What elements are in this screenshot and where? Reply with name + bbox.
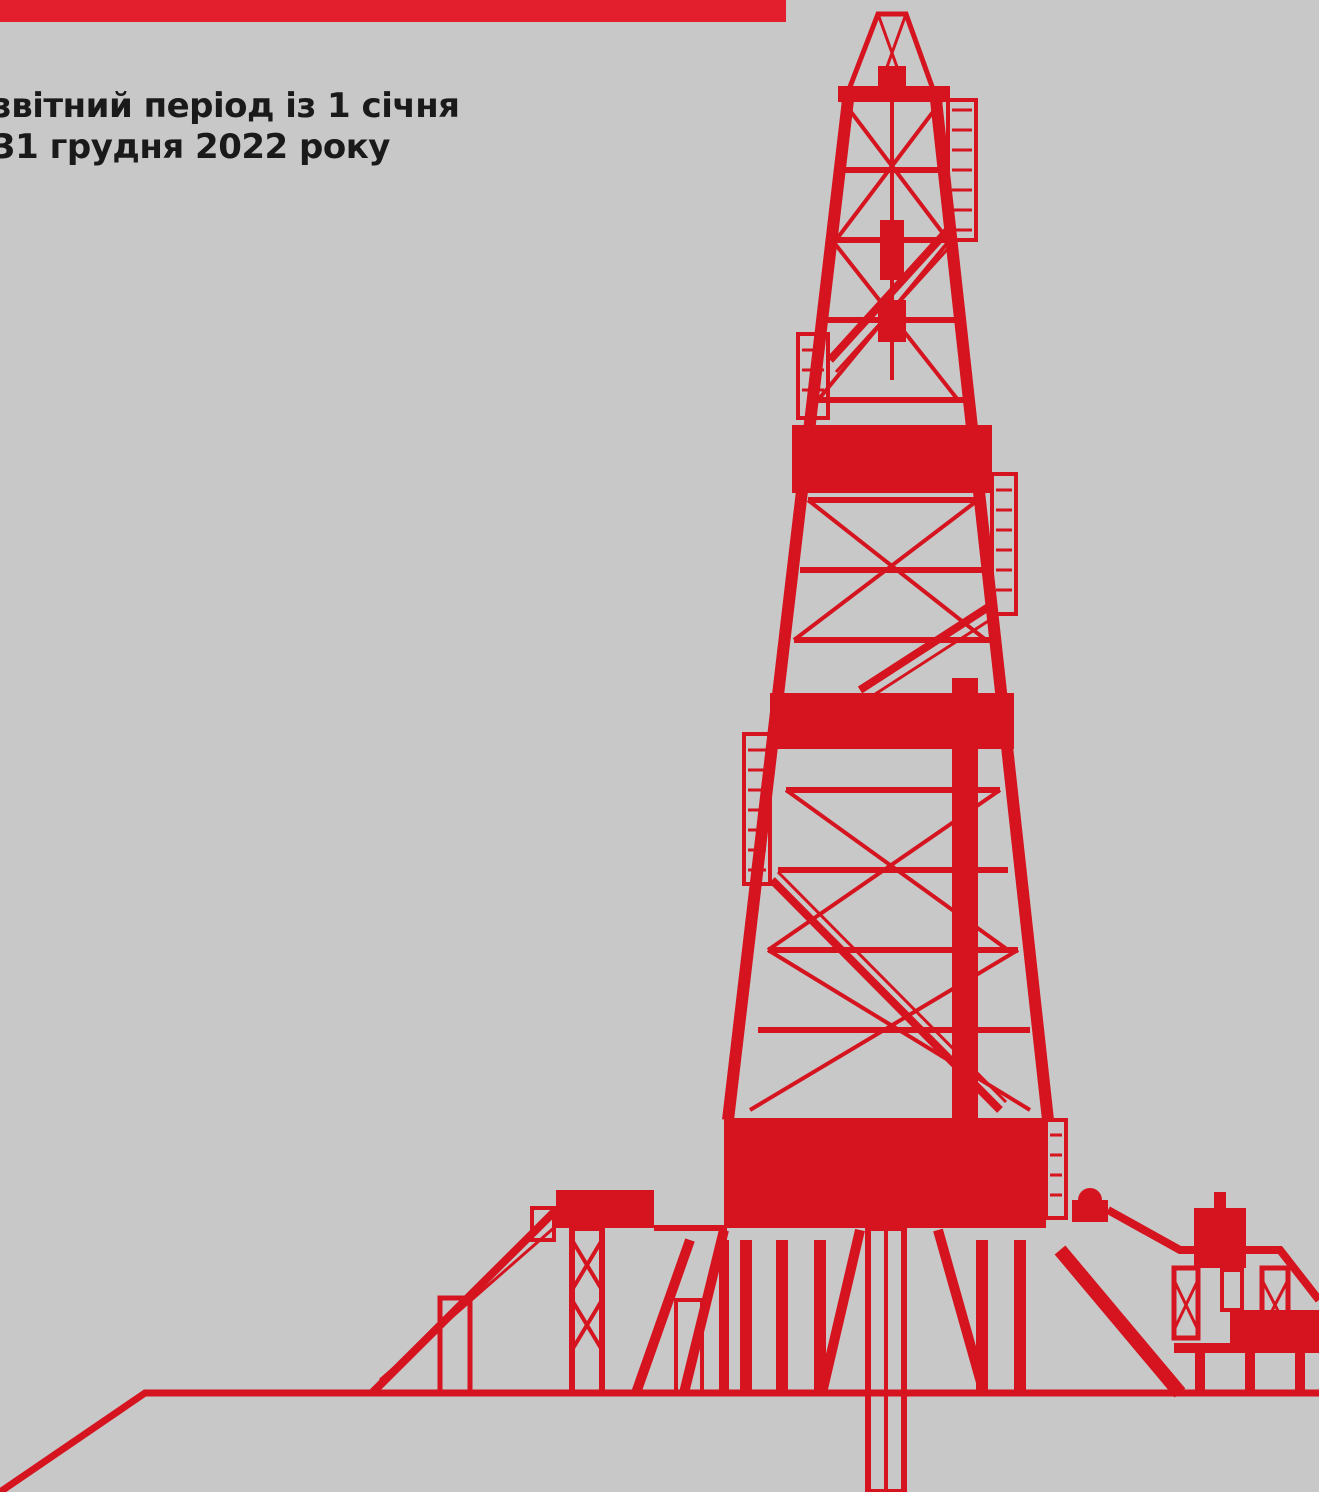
- period-line-2: 31 грудня 2022 року: [0, 127, 390, 168]
- period-line-1: звітний період із 1 січня: [0, 86, 460, 126]
- reporting-period-title: звітний період із 1 січня 31 грудня 2022…: [0, 86, 460, 169]
- top-accent-bar: [0, 0, 786, 22]
